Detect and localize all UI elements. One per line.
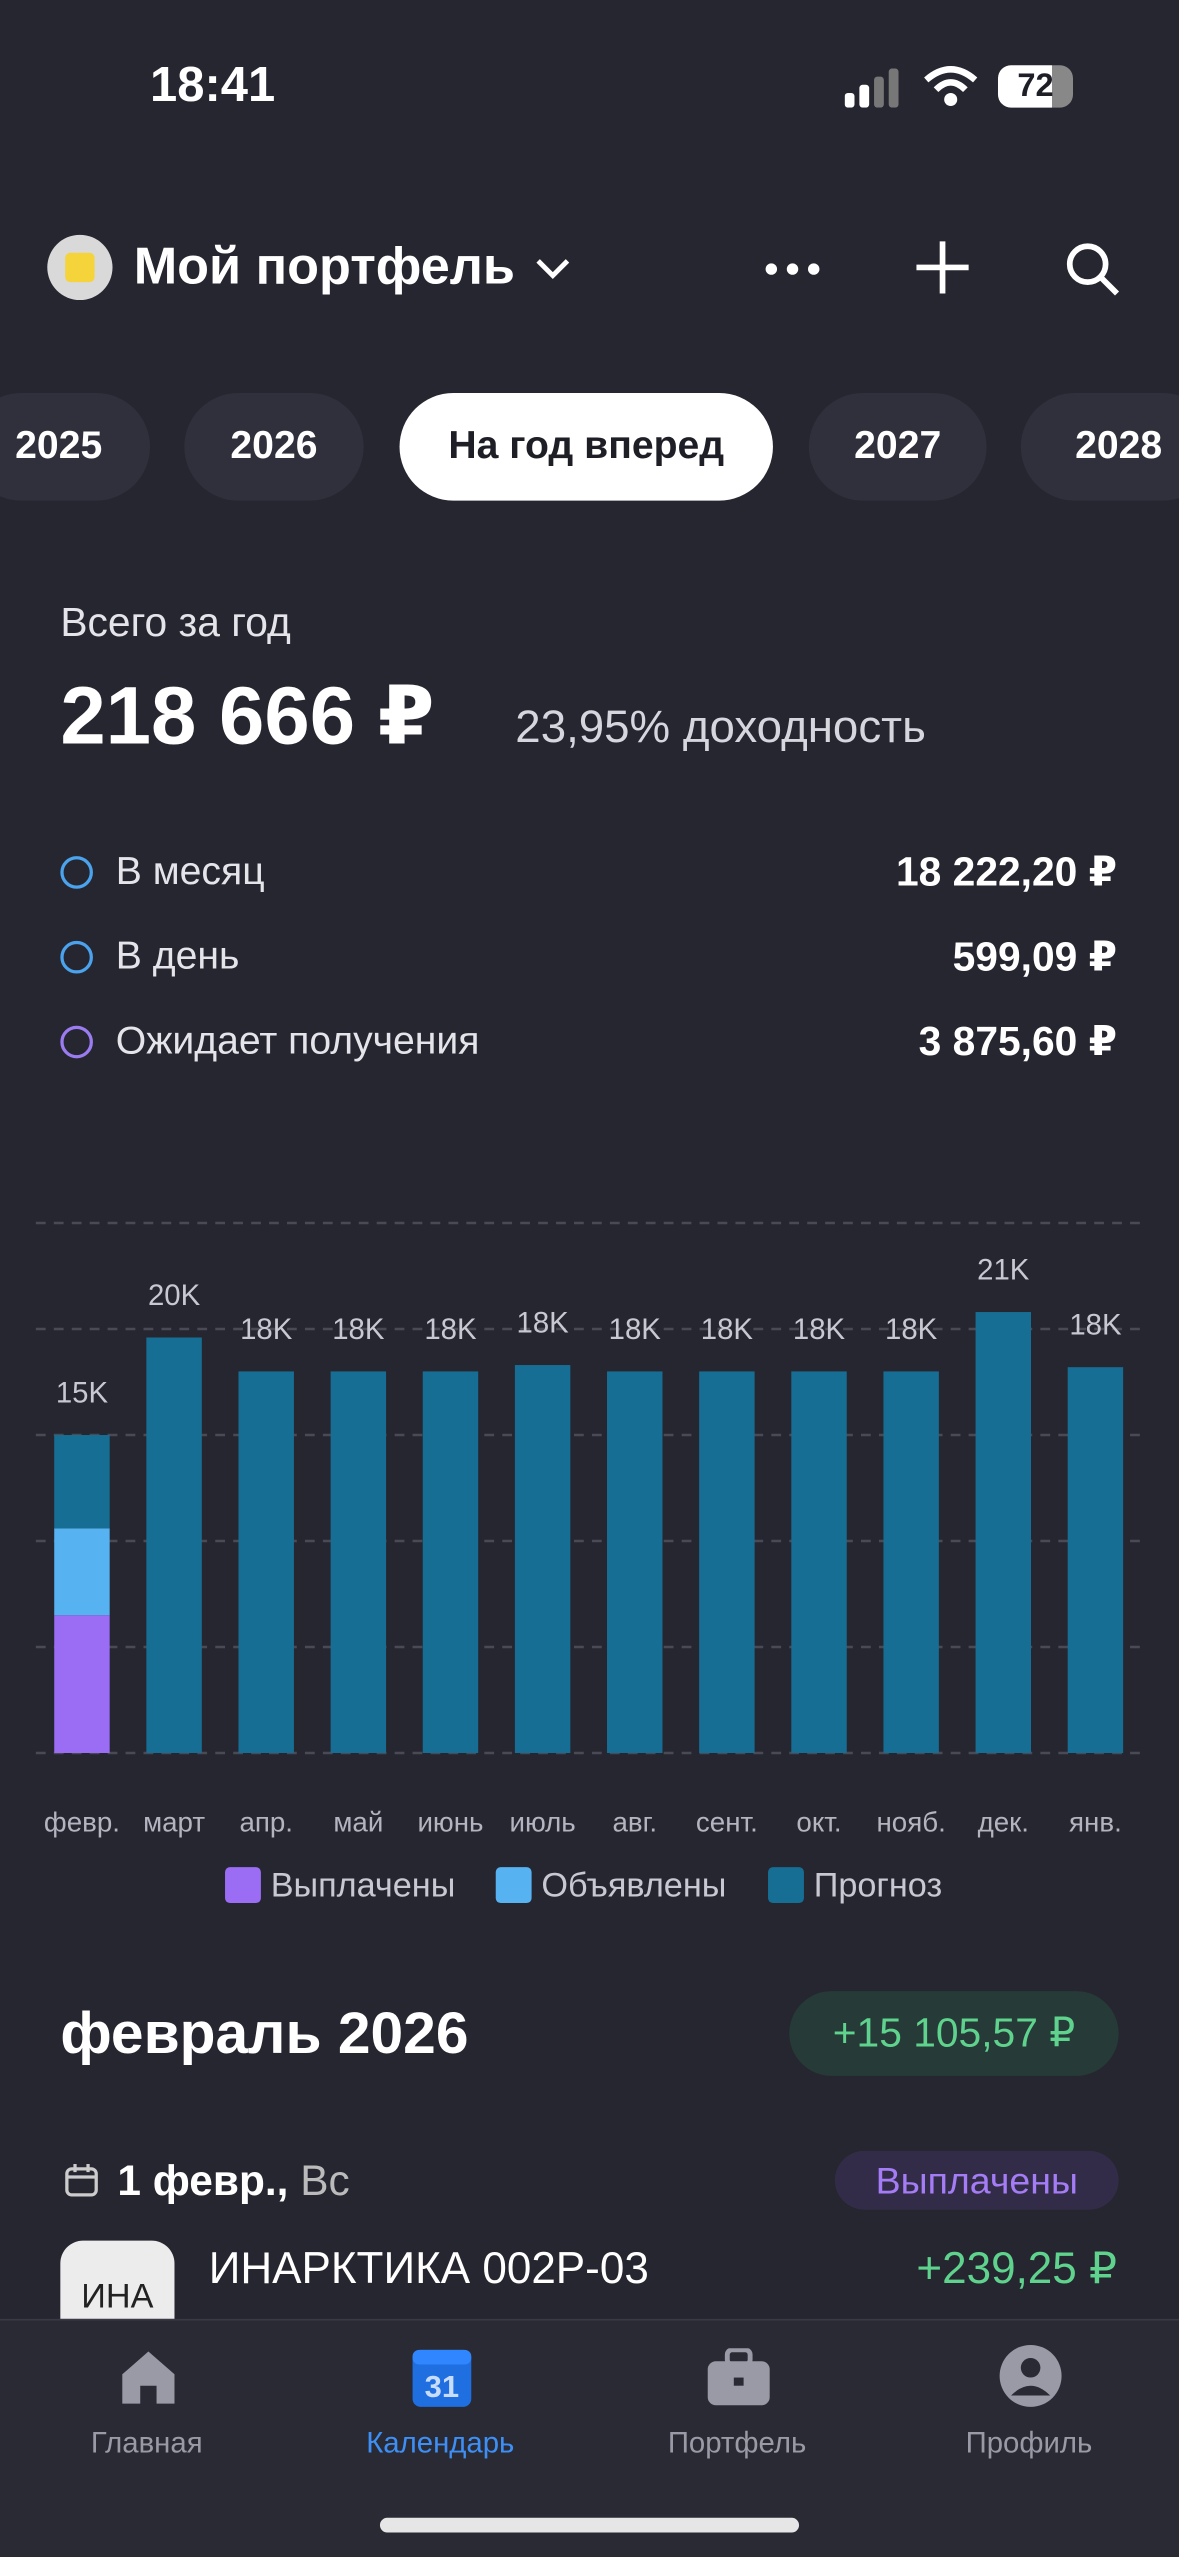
legend-label: Прогноз: [814, 1867, 942, 1905]
tab-label[interactable]: Портфель: [667, 2426, 807, 2460]
item-amount: +239,25 ₽: [916, 2243, 1118, 2293]
year-tab[interactable]: На год вперед: [399, 392, 773, 501]
calendar-day: 31: [425, 2369, 459, 2404]
dropdown-icon[interactable]: [532, 248, 574, 290]
total-label: 15K: [56, 1376, 109, 1409]
x-tick-label: авг.: [612, 1806, 657, 1837]
bar-segment: [791, 1371, 847, 1754]
year-tab[interactable]: 2028: [1020, 392, 1179, 501]
x-tick-label: апр.: [239, 1806, 293, 1837]
summary-row: Ожидает получения 3 875,60 ₽: [60, 1009, 1117, 1074]
row-label: В месяц: [115, 849, 265, 894]
total-label: 18K: [424, 1313, 477, 1346]
year-tab[interactable]: 2026: [184, 392, 364, 501]
battery: 72: [997, 65, 1074, 108]
bar-segment: [514, 1365, 571, 1754]
legend-swatch: [225, 1867, 261, 1904]
tab-label[interactable]: Главная: [90, 2426, 203, 2460]
total-label: 18K: [609, 1313, 662, 1346]
x-tick-label: май: [333, 1806, 383, 1837]
bar-segment: [1067, 1367, 1124, 1754]
bar-segment: [54, 1435, 110, 1529]
total-label: 20K: [148, 1279, 201, 1312]
weekday: Вс: [300, 2155, 350, 2205]
tab-bar: [0, 2318, 1179, 2557]
bar-segment: [699, 1371, 755, 1754]
row-dot: [60, 856, 93, 889]
x-tick-label: июнь: [417, 1806, 483, 1837]
summary-total: 218 666 ₽: [60, 670, 435, 762]
bank-logo: [47, 234, 113, 301]
bar-segment: [146, 1337, 202, 1754]
row-value: 599,09 ₽: [952, 934, 1118, 981]
summary-row: В месяц 18 222,20 ₽: [60, 840, 1117, 905]
row-label: Ожидает получения: [115, 1019, 480, 1064]
year-tab[interactable]: 2025: [0, 392, 151, 501]
chart: 15K февр. 20K март 18K апр. 18K май 18K июнь 18K ию…: [35, 1221, 1142, 1905]
bar-segment: [883, 1371, 939, 1754]
date: 1 февр.,: [117, 2155, 289, 2205]
calendar-small-icon: [65, 2163, 98, 2197]
portfolio-title[interactable]: Мой портфель: [133, 236, 515, 296]
x-tick-label: дек.: [978, 1806, 1029, 1837]
legend-label: Объявлены: [541, 1867, 726, 1905]
bar-segment: [422, 1371, 479, 1754]
total-label: 18K: [885, 1313, 938, 1346]
more-icon[interactable]: [763, 248, 822, 290]
x-tick-label: июль: [509, 1806, 575, 1837]
legend-swatch: [495, 1867, 532, 1904]
total-label: 18K: [793, 1313, 846, 1346]
item-name[interactable]: ИНАРКТИКА 002Р-03: [208, 2243, 649, 2293]
status-badge: Выплачены: [834, 2150, 1119, 2210]
section-title: февраль 2026: [60, 1999, 469, 2067]
bar-segment: [54, 1615, 110, 1754]
summary-label: Всего за год: [60, 600, 291, 646]
x-tick-label: окт.: [796, 1806, 841, 1837]
profile-icon[interactable]: [998, 2343, 1063, 2408]
x-tick-label: февр.: [44, 1806, 120, 1837]
legend-swatch: [768, 1867, 804, 1904]
total-label: 18K: [517, 1306, 570, 1339]
signal-icon: [844, 68, 899, 108]
row-value: 18 222,20 ₽: [895, 849, 1118, 896]
total-label: 18K: [332, 1313, 385, 1346]
row-label: В день: [115, 934, 240, 979]
total-label: 18K: [701, 1313, 754, 1346]
wifi-icon: [924, 66, 978, 106]
summary-yield: 23,95% доходность: [515, 701, 926, 752]
status-time: 18:41: [150, 58, 276, 113]
row-value: 3 875,60 ₽: [918, 1019, 1118, 1065]
date-row: 1 февр., Вс: [117, 2156, 349, 2207]
bar-segment: [330, 1371, 387, 1754]
calendar-icon[interactable]: 31: [411, 2343, 473, 2408]
total-label: 21K: [977, 1253, 1030, 1286]
home-icon[interactable]: [117, 2345, 179, 2407]
total-label: 18K: [1069, 1309, 1122, 1342]
portfolio-icon[interactable]: [706, 2348, 771, 2407]
add-icon[interactable]: [913, 238, 972, 297]
row-dot: [60, 1025, 93, 1059]
x-tick-label: сент.: [696, 1806, 758, 1837]
section-amount: +15 105,57 ₽: [789, 1991, 1119, 2076]
x-tick-label: нояб.: [876, 1806, 945, 1837]
bar-segment: [607, 1371, 663, 1754]
total-label: 18K: [240, 1313, 293, 1346]
tab-label[interactable]: Календарь: [366, 2426, 515, 2460]
x-tick-label: янв.: [1069, 1806, 1122, 1837]
summary-row: В день 599,09 ₽: [60, 925, 1117, 990]
year-tab[interactable]: 2027: [808, 392, 987, 501]
bar-segment: [54, 1528, 110, 1616]
search-icon[interactable]: [1063, 240, 1122, 299]
legend-label: Выплачены: [271, 1867, 456, 1905]
x-tick-label: март: [143, 1806, 205, 1837]
bar-segment: [975, 1312, 1032, 1754]
home-indicator: [379, 2517, 800, 2533]
row-dot: [60, 940, 93, 974]
tab-label[interactable]: Профиль: [965, 2426, 1093, 2460]
bar-segment: [238, 1371, 294, 1754]
